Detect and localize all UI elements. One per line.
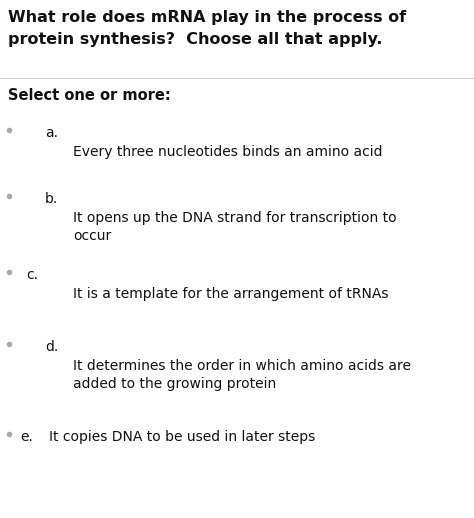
Text: It is a template for the arrangement of tRNAs: It is a template for the arrangement of … (73, 287, 389, 301)
Text: It determines the order in which amino acids are: It determines the order in which amino a… (73, 359, 411, 373)
Text: d.: d. (45, 340, 58, 354)
Text: Select one or more:: Select one or more: (8, 88, 171, 103)
Text: added to the growing protein: added to the growing protein (73, 377, 277, 391)
Text: occur: occur (73, 229, 112, 243)
Text: protein synthesis?  Choose all that apply.: protein synthesis? Choose all that apply… (8, 32, 383, 47)
Text: Every three nucleotides binds an amino acid: Every three nucleotides binds an amino a… (73, 145, 383, 159)
Text: It opens up the DNA strand for transcription to: It opens up the DNA strand for transcrip… (73, 211, 397, 225)
Text: a.: a. (45, 126, 58, 140)
Text: What role does mRNA play in the process of: What role does mRNA play in the process … (8, 10, 406, 25)
Text: c.: c. (26, 268, 38, 282)
Text: e.: e. (20, 430, 33, 444)
Text: It copies DNA to be used in later steps: It copies DNA to be used in later steps (49, 430, 315, 444)
Text: b.: b. (45, 192, 58, 206)
